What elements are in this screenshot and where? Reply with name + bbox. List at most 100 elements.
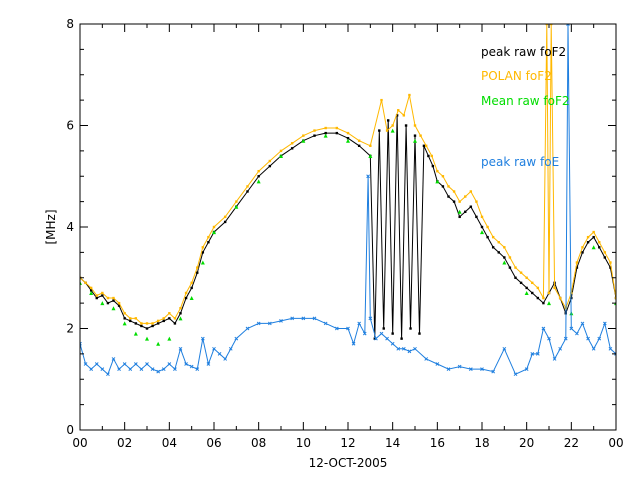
data-point [597, 336, 602, 341]
data-point [201, 246, 205, 249]
data-point [563, 336, 568, 341]
data-point [513, 372, 518, 377]
data-point [435, 362, 440, 366]
data-point [547, 301, 551, 306]
data-point [335, 126, 339, 130]
data-point [541, 326, 546, 331]
data-point [503, 246, 506, 249]
data-point [519, 281, 523, 285]
data-point [502, 260, 507, 265]
data-point [368, 153, 373, 158]
data-point [457, 364, 462, 369]
data-point [591, 346, 596, 351]
data-point [380, 98, 383, 102]
data-point [212, 346, 216, 351]
data-point [427, 154, 430, 158]
data-point [591, 245, 596, 250]
y-tick-label: 8 [66, 17, 74, 31]
data-point [497, 241, 500, 244]
data-point [408, 93, 411, 97]
data-point [324, 126, 327, 130]
data-point [290, 142, 294, 145]
data-point [503, 256, 506, 259]
data-point [396, 346, 401, 351]
data-point [464, 210, 467, 213]
data-point [424, 144, 428, 147]
data-point [190, 286, 193, 290]
data-point [256, 179, 261, 184]
data-point [407, 349, 412, 354]
data-point [447, 185, 450, 188]
data-point [189, 364, 194, 369]
data-point [368, 316, 373, 321]
data-point [173, 367, 177, 371]
data-point [592, 230, 595, 234]
data-point [184, 291, 188, 295]
x-tick-label: 00 [608, 436, 623, 450]
data-point [156, 322, 160, 325]
data-point [195, 367, 200, 371]
data-point [409, 327, 412, 330]
data-point [531, 291, 534, 295]
data-point [413, 138, 417, 143]
data-point [469, 190, 473, 193]
data-point [609, 266, 612, 269]
data-point [179, 312, 182, 315]
data-point [524, 367, 529, 371]
series-2 [80, 128, 616, 346]
y-tick-label: 2 [66, 322, 74, 336]
x-axis-label: 12-OCT-2005 [309, 456, 388, 470]
data-point [558, 346, 563, 351]
data-point [279, 319, 283, 323]
data-point [441, 185, 445, 188]
data-point [200, 336, 205, 341]
data-point [106, 372, 110, 377]
data-point [413, 134, 417, 137]
series-0 [80, 114, 616, 340]
data-point [369, 144, 372, 147]
data-point [391, 332, 394, 335]
plot-frame [79, 23, 617, 431]
data-point [212, 230, 216, 235]
data-point [122, 321, 127, 326]
data-point [413, 124, 417, 127]
data-point [179, 307, 182, 310]
data-point [575, 331, 579, 336]
data-point [234, 336, 239, 341]
data-point [133, 362, 138, 366]
data-point [268, 164, 272, 168]
data-point [469, 205, 473, 208]
data-point [245, 326, 250, 331]
data-point [95, 296, 98, 300]
data-point [602, 321, 607, 326]
data-point [357, 144, 361, 147]
data-point [246, 190, 249, 193]
data-point [190, 281, 193, 285]
data-point [246, 185, 249, 188]
data-point [357, 139, 361, 142]
data-point [362, 331, 367, 336]
data-point [134, 322, 138, 325]
data-point [351, 341, 356, 346]
data-point [335, 131, 339, 135]
data-point [558, 296, 562, 300]
data-point [480, 215, 484, 219]
data-point [491, 369, 496, 374]
data-point [112, 299, 115, 302]
data-point [123, 312, 126, 315]
data-point [223, 220, 227, 224]
data-point [586, 241, 590, 244]
data-point [441, 175, 445, 178]
data-point [480, 367, 484, 371]
data-point [400, 337, 403, 340]
data-point [257, 175, 260, 178]
data-point [581, 251, 584, 254]
data-point [385, 129, 389, 132]
data-point [514, 276, 517, 279]
data-point [346, 136, 350, 140]
data-point [542, 301, 545, 305]
data-point [178, 346, 183, 351]
data-point [117, 367, 121, 371]
x-tick-label: 06 [206, 436, 221, 450]
